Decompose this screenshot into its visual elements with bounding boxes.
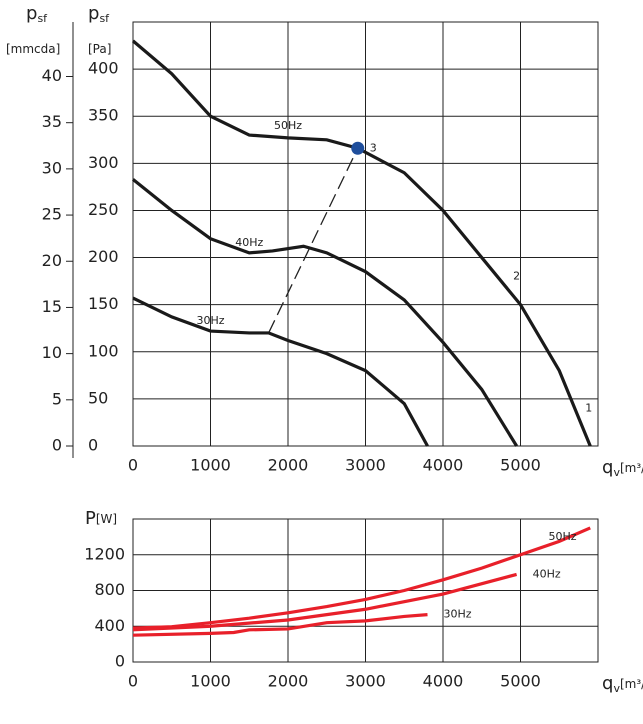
y2-tick-label: 25 [42, 205, 62, 224]
axis-symbol: p [26, 3, 37, 24]
axis-symbol: q [602, 457, 613, 478]
y-tick-label: 300 [88, 153, 119, 172]
y-tick-label: 200 [88, 247, 119, 266]
y2-tick-label: 10 [42, 343, 62, 362]
axis-subscript: sf [99, 12, 110, 25]
axis-unit: [m³/h] [620, 677, 643, 691]
point-label: 2 [513, 269, 520, 282]
series-label: 30Hz [196, 314, 224, 327]
y-tick-label: 400 [94, 616, 125, 635]
y2-tick-label: 40 [42, 66, 62, 85]
axis-label: psf [Pa] [88, 3, 111, 56]
y2-tick-label: 20 [42, 251, 62, 270]
y-tick-label: 1200 [84, 544, 125, 563]
y2-tick-label: 35 [42, 112, 62, 131]
x-tick-label: 0 [128, 456, 138, 475]
system-curve [268, 147, 359, 334]
y-tick-label: 50 [88, 388, 108, 407]
series-label: 30Hz [443, 608, 471, 621]
x-tick-label: 1000 [190, 672, 231, 691]
point-label: 3 [370, 141, 377, 154]
axis-label: qv[m³/h] [602, 457, 643, 479]
y-tick-label: 800 [94, 580, 125, 599]
x-tick-label: 5000 [500, 456, 541, 475]
series-line [132, 296, 429, 447]
axis-unit: [mmcda] [6, 42, 60, 56]
x-tick-label: 5000 [500, 672, 541, 691]
axis-label: P[W] [85, 508, 117, 529]
y-tick-label: 400 [88, 59, 119, 78]
y-tick-label: 0 [115, 652, 125, 671]
x-tick-label: 0 [128, 672, 138, 691]
point-label: 1 [585, 401, 592, 414]
axis-unit: [Pa] [88, 42, 111, 56]
axis-unit: [W] [96, 512, 117, 526]
y2-tick-label: 0 [52, 436, 62, 455]
y2-tick-label: 5 [52, 389, 62, 408]
x-tick-label: 2000 [268, 672, 309, 691]
y-tick-label: 0 [88, 436, 98, 455]
series-label: 40Hz [533, 567, 561, 580]
y-tick-label: 100 [88, 341, 119, 360]
series-line [131, 178, 518, 447]
operating-point [351, 141, 365, 155]
x-tick-label: 2000 [268, 456, 309, 475]
x-tick-label: 4000 [423, 456, 464, 475]
axis-symbol: P [85, 508, 96, 529]
series-label: 50Hz [548, 530, 576, 543]
x-tick-label: 3000 [345, 672, 386, 691]
axis-subscript: sf [37, 12, 48, 25]
y-tick-label: 150 [88, 294, 119, 313]
series-line [132, 526, 591, 630]
y-tick-label: 250 [88, 200, 119, 219]
y2-tick-label: 15 [42, 297, 62, 316]
axis-symbol: q [602, 673, 613, 694]
axis-subscript: v [613, 466, 620, 479]
axis-label: psf [mmcda] [6, 3, 60, 56]
series-line [131, 39, 592, 447]
axis-subscript: v [613, 682, 620, 695]
x-tick-label: 3000 [345, 456, 386, 475]
series-line [132, 572, 518, 632]
series-label: 40Hz [235, 236, 263, 249]
series-label: 50Hz [274, 119, 302, 132]
axis-unit: [m³/h] [620, 461, 643, 475]
axis-label: qv[m³/h] [602, 673, 643, 695]
y-tick-label: 350 [88, 106, 119, 125]
series-line [132, 613, 428, 637]
x-tick-label: 1000 [190, 456, 231, 475]
y2-tick-label: 30 [42, 158, 62, 177]
x-tick-label: 4000 [423, 672, 464, 691]
axis-symbol: p [88, 3, 99, 24]
